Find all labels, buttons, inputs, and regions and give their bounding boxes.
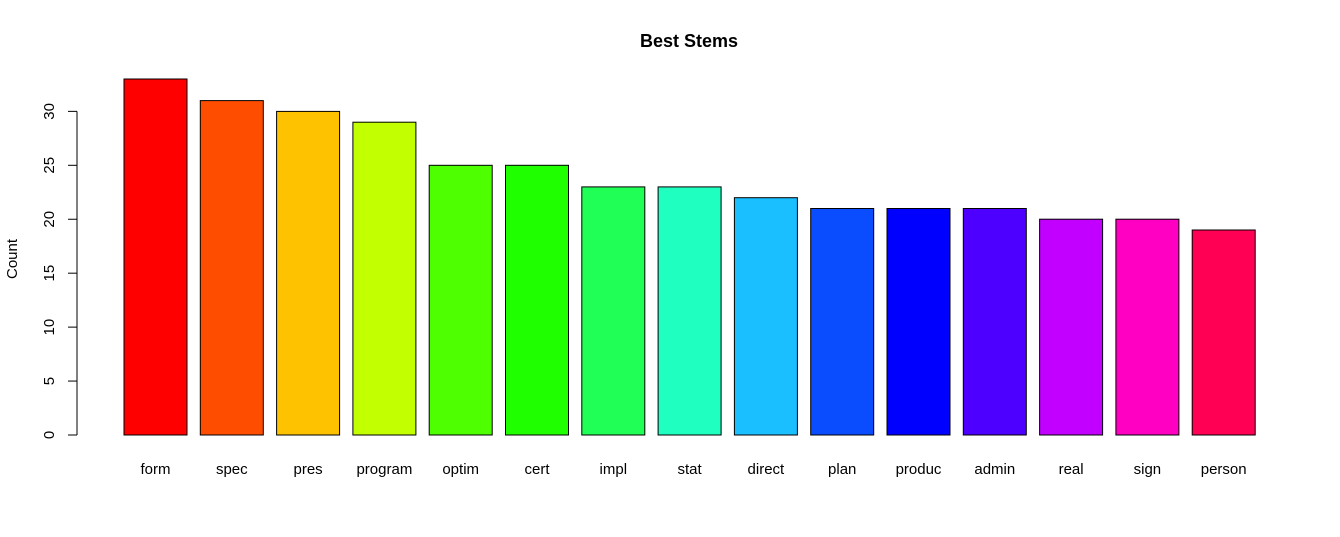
y-tick-label: 10 bbox=[41, 319, 58, 336]
category-label-plan: plan bbox=[828, 461, 856, 478]
bar-spec bbox=[199, 100, 264, 436]
category-labels: form spec pres program optim cert impl stat dire… bbox=[141, 461, 1247, 478]
chart-title: Best Stems bbox=[640, 31, 738, 51]
bar-real bbox=[1039, 218, 1104, 436]
bar-cert bbox=[505, 164, 569, 436]
y-tick-label: 0 bbox=[41, 431, 58, 439]
bar-direct bbox=[733, 197, 798, 436]
category-label-optim: optim bbox=[442, 461, 479, 478]
bar-admin bbox=[962, 208, 1027, 436]
bar-pres bbox=[276, 110, 341, 436]
category-label-person: person bbox=[1201, 461, 1247, 478]
category-label-stat: stat bbox=[678, 461, 703, 478]
y-tick-label: 5 bbox=[41, 377, 58, 385]
bar-plan bbox=[810, 208, 875, 436]
category-label-produc: produc bbox=[896, 461, 942, 478]
category-label-impl: impl bbox=[600, 461, 628, 478]
bar-form bbox=[123, 78, 188, 436]
bar-optim bbox=[428, 164, 493, 436]
y-tick-label: 30 bbox=[41, 103, 58, 120]
bar-program bbox=[352, 121, 417, 436]
bar-impl bbox=[581, 186, 646, 436]
bar-produc bbox=[886, 208, 951, 436]
bars bbox=[123, 78, 1256, 436]
bar-person bbox=[1191, 229, 1256, 436]
category-label-form: form bbox=[141, 461, 171, 478]
bar-stat bbox=[657, 186, 722, 436]
y-tick-label: 15 bbox=[41, 265, 58, 282]
category-label-pres: pres bbox=[294, 461, 323, 478]
y-axis: 0 5 10 15 20 25 30 bbox=[41, 103, 78, 439]
y-tick-label: 25 bbox=[41, 157, 58, 174]
category-label-program: program bbox=[356, 461, 412, 478]
y-axis-label: Count bbox=[4, 238, 21, 279]
category-label-direct: direct bbox=[748, 461, 786, 478]
category-label-cert: cert bbox=[524, 461, 550, 478]
category-label-real: real bbox=[1059, 461, 1084, 478]
category-label-admin: admin bbox=[974, 461, 1015, 478]
y-tick-label: 20 bbox=[41, 211, 58, 228]
bar-sign bbox=[1115, 218, 1180, 436]
category-label-spec: spec bbox=[216, 461, 248, 478]
category-label-sign: sign bbox=[1134, 461, 1162, 478]
